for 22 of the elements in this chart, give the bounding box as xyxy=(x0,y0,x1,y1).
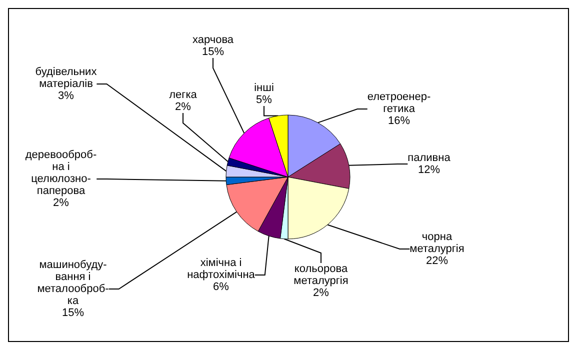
data-label: 6% xyxy=(213,281,230,293)
data-label: 16% xyxy=(388,115,410,127)
data-label: 15% xyxy=(202,46,224,58)
data-label: 2% xyxy=(53,197,70,209)
data-label: 15% xyxy=(62,307,84,319)
data-label: 22% xyxy=(426,255,448,267)
data-label: 5% xyxy=(256,94,272,106)
slice-label: хімічна і нафтохімічна xyxy=(187,257,256,281)
slice-label: харчова xyxy=(192,34,234,46)
slice-label: паливна xyxy=(408,152,452,164)
data-label: 12% xyxy=(418,164,440,176)
slice-label: кольорова металургія xyxy=(294,263,348,287)
slice-label: будівельних матеріалів xyxy=(35,66,98,90)
slice-label: деревооброб- на і целюлозно- паперова xyxy=(25,149,97,197)
slice-label: машинобуду- вання і металооброб- ка xyxy=(37,259,110,307)
slice-label: чорна металургія xyxy=(410,231,464,255)
data-label: 2% xyxy=(175,101,192,113)
slice-label: елетроенер- гетика xyxy=(367,91,431,115)
data-label: 3% xyxy=(58,90,74,102)
slice-label: легка xyxy=(169,89,198,101)
data-label: 2% xyxy=(313,287,330,299)
slice-label: інші xyxy=(254,82,274,94)
